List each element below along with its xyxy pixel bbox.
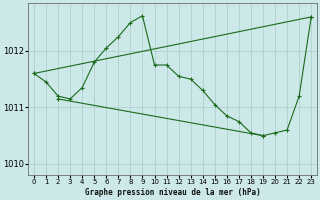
X-axis label: Graphe pression niveau de la mer (hPa): Graphe pression niveau de la mer (hPa) bbox=[85, 188, 260, 197]
